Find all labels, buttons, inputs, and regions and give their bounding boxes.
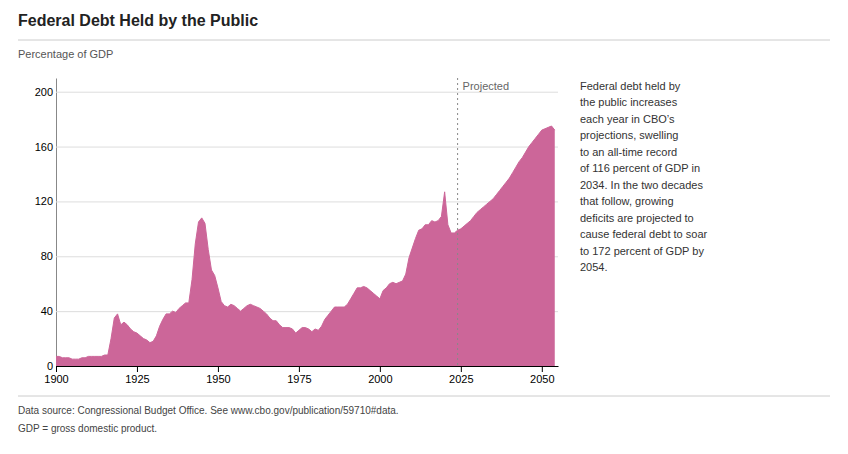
tick-mark: [56, 366, 57, 372]
y-axis-line: [56, 79, 57, 367]
x-tick-label: 2000: [368, 373, 392, 385]
y-tick: 160: [35, 141, 558, 153]
x-tick: 2000: [368, 366, 392, 385]
reference-line: [457, 78, 458, 366]
plot: 0 40 80 120 160 200 1900 1925 1950 1975 2000 2025 20…: [35, 79, 559, 385]
tick-mark: [542, 366, 543, 372]
title: Federal Debt Held by the Public: [18, 12, 258, 29]
x-tick: 2025: [449, 366, 473, 385]
tick-mark: [218, 366, 219, 372]
y-tick-label: 0: [47, 360, 53, 372]
note: GDP = gross domestic product.: [18, 423, 157, 434]
grid-line: [56, 147, 558, 148]
tick-mark: [299, 366, 300, 372]
tick-mark: [380, 366, 381, 372]
annotations: Projected Federal debt held bythe public …: [458, 78, 708, 366]
x-tick-label: 1950: [206, 373, 230, 385]
y-axis-title: Percentage of GDP: [18, 48, 113, 60]
x-axis-line: [57, 366, 559, 367]
x-tick: 1900: [44, 366, 68, 385]
x-tick-label: 1975: [287, 373, 311, 385]
area: [56, 126, 555, 366]
tick-mark: [137, 366, 138, 372]
x-tick: 2050: [530, 366, 554, 385]
x-tick: 1950: [206, 366, 230, 385]
x-tick-label: 2025: [449, 373, 473, 385]
x-tick: 1925: [125, 366, 149, 385]
y-tick: 120: [35, 195, 558, 207]
annotation: Federal debt held bythe public increases…: [580, 80, 708, 274]
marks: [56, 126, 555, 366]
y-tick-label: 200: [35, 86, 53, 98]
tick-mark: [461, 366, 462, 372]
y-axis: 0 40 80 120 160 200: [35, 79, 558, 373]
x-tick: 1975: [287, 366, 311, 385]
separator: [18, 396, 830, 397]
y-tick-label: 80: [41, 250, 53, 262]
source: Data source: Congressional Budget Office…: [18, 405, 399, 416]
grid-line: [56, 366, 558, 367]
x-tick-label: 2050: [530, 373, 554, 385]
y-tick-label: 160: [35, 141, 53, 153]
x-tick-label: 1925: [125, 373, 149, 385]
x-axis: 1900 1925 1950 1975 2000 2025 2050: [44, 366, 558, 385]
annotation: Projected: [463, 80, 509, 92]
x-tick-label: 1900: [44, 373, 68, 385]
y-tick-label: 120: [35, 195, 53, 207]
line: [56, 126, 555, 359]
chart: Federal Debt Held by the Public Percentag…: [0, 0, 848, 454]
grid-line: [56, 201, 558, 202]
y-tick-label: 40: [41, 305, 53, 317]
separator: [18, 40, 830, 41]
